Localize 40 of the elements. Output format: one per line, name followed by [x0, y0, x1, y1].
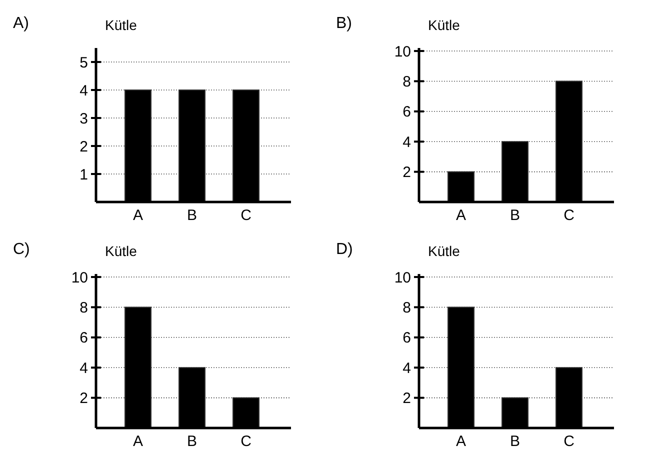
- x-tick-label: C: [564, 433, 575, 450]
- y-tick-label: 8: [80, 299, 88, 316]
- y-tick-label: 10: [71, 269, 88, 286]
- x-tick-label: B: [510, 433, 520, 450]
- y-tick-label: 4: [80, 82, 88, 100]
- x-tick-label: C: [240, 207, 252, 224]
- y-tick-label: 10: [394, 43, 411, 60]
- x-tick-label: B: [510, 207, 520, 224]
- y-tick-label: 8: [402, 73, 411, 90]
- y-axis-title: Kütle: [105, 17, 138, 33]
- y-tick-label: 3: [80, 110, 88, 128]
- x-tick-label: B: [186, 433, 198, 450]
- x-tick-label: A: [456, 433, 466, 450]
- chart-title: A): [13, 15, 29, 32]
- y-tick-label: 6: [402, 104, 411, 121]
- x-tick-label: A: [132, 433, 144, 450]
- y-axis-title: Kütle: [428, 17, 460, 33]
- y-tick-label: 2: [402, 164, 411, 182]
- y-tick-label: 4: [402, 360, 411, 377]
- x-tick-label: C: [564, 207, 575, 224]
- y-axis-title: Kütle: [428, 243, 460, 259]
- y-tick-label: 4: [80, 360, 88, 377]
- x-tick-label: B: [186, 207, 198, 224]
- y-tick-label: 5: [80, 54, 88, 72]
- y-tick-label: 6: [80, 330, 88, 347]
- y-tick-label: 2: [80, 390, 88, 408]
- y-tick-label: 8: [402, 299, 411, 316]
- y-tick-label: 6: [402, 330, 411, 347]
- y-tick-label: 2: [80, 138, 88, 156]
- y-tick-label: 10: [394, 269, 411, 286]
- chart-title: D): [336, 241, 353, 258]
- y-tick-label: 2: [402, 390, 411, 408]
- x-tick-label: C: [240, 433, 252, 450]
- chart-title: C): [13, 241, 30, 258]
- chart-title: B): [336, 15, 352, 32]
- x-tick-label: A: [456, 207, 466, 224]
- y-tick-label: 4: [402, 134, 411, 151]
- y-tick-label: 1: [80, 166, 88, 184]
- y-axis-title: Kütle: [105, 243, 138, 259]
- x-tick-label: A: [132, 207, 144, 224]
